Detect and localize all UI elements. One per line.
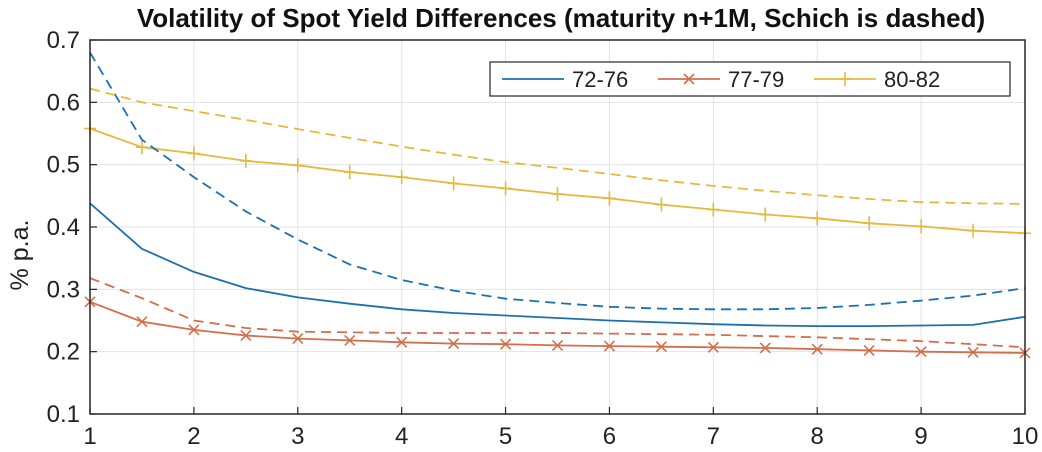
y-axis-label: % p.a.	[6, 220, 34, 291]
data-point-marker-77-79	[967, 346, 979, 358]
data-point-marker-80-82	[239, 153, 252, 168]
legend: 72-76 77-79 80-82	[489, 61, 1011, 97]
x-marker-stroke	[915, 346, 927, 358]
data-point-marker-80-82	[447, 176, 460, 191]
data-point-marker-77-79	[863, 344, 875, 356]
x-marker-stroke	[863, 344, 875, 356]
x-marker-stroke	[707, 341, 719, 353]
data-point-marker-77-79	[499, 338, 512, 350]
x-marker-stroke	[967, 346, 979, 358]
dashed-series-line-series-5	[89, 87, 1026, 205]
x-marker-stroke	[240, 329, 252, 342]
series-layer	[84, 52, 1031, 359]
x-marker-stroke	[811, 343, 823, 355]
legend-marker	[683, 73, 695, 85]
data-point-marker-77-79	[759, 342, 771, 354]
data-point-marker-80-82	[499, 181, 512, 196]
x-tick-label: 7	[707, 423, 720, 450]
y-tick-label: 0.7	[47, 27, 80, 54]
x-marker-stroke	[499, 338, 512, 350]
data-point-marker-77-79	[707, 341, 719, 353]
data-point-marker-80-82	[811, 211, 824, 226]
data-point-marker-80-82	[187, 146, 200, 161]
data-point-marker-80-82	[759, 207, 772, 222]
y-tick-label: 0.5	[47, 152, 80, 179]
series-line-72-76	[89, 202, 1026, 328]
data-point-marker-80-82	[135, 140, 148, 155]
data-point-marker-80-82	[863, 216, 876, 231]
data-point-marker-77-79	[915, 346, 927, 358]
x-marker-stroke	[448, 337, 460, 350]
legend-box	[489, 61, 1011, 97]
dashed-series-line-series-3	[89, 52, 1026, 311]
data-point-marker-77-79	[292, 333, 304, 345]
legend-label: 77-79	[728, 67, 784, 92]
y-tick-label: 0.4	[47, 214, 80, 241]
data-point-marker-77-79	[188, 324, 200, 336]
y-tick-label: 0.6	[47, 89, 80, 116]
data-point-marker-80-82	[551, 186, 564, 201]
x-tick-label: 4	[395, 423, 408, 450]
y-tick-label: 0.2	[47, 339, 80, 366]
data-point-marker-77-79	[344, 334, 356, 347]
x-marker-stroke	[603, 340, 616, 352]
x-marker-stroke	[551, 339, 564, 351]
data-point-marker-80-82	[707, 202, 720, 217]
chart-title: Volatility of Spot Yield Differences (ma…	[137, 3, 985, 33]
data-point-marker-80-82	[395, 170, 408, 185]
data-point-marker-80-82	[967, 223, 980, 238]
data-point-marker-77-79	[240, 329, 252, 342]
y-tick-label: 0.3	[47, 276, 80, 303]
data-point-marker-80-82	[655, 197, 668, 212]
x-tick-label: 10	[1012, 423, 1039, 450]
data-point-marker-77-79	[655, 341, 667, 353]
ticks: 1 2 3 4 5 6 7 8 9 10 0.1 0.2 0.3 0.4 0.5 0.6 0.7	[47, 27, 1039, 450]
legend-marker	[839, 72, 851, 86]
x-tick-label: 8	[811, 423, 824, 450]
legend-label: 80-82	[884, 67, 940, 92]
x-tick-label: 9	[914, 423, 927, 450]
x-marker-stroke	[292, 333, 304, 345]
data-point-marker-77-79	[551, 339, 564, 351]
x-tick-label: 3	[291, 423, 304, 450]
x-marker-stroke	[188, 324, 200, 336]
x-tick-label: 6	[603, 423, 616, 450]
dashed-series-line-series-4	[89, 277, 1026, 349]
x-marker-stroke	[396, 336, 408, 348]
data-point-marker-77-79	[811, 343, 823, 355]
x-tick-label: 5	[499, 423, 512, 450]
data-point-marker-77-79	[396, 336, 408, 348]
x-marker-stroke	[136, 316, 148, 328]
legend-label: 72-76	[572, 67, 628, 92]
x-marker-stroke	[655, 341, 667, 353]
data-point-marker-80-82	[915, 219, 928, 234]
x-marker-stroke	[683, 73, 695, 85]
data-point-marker-80-82	[291, 158, 304, 173]
x-marker-stroke	[344, 334, 356, 347]
data-point-marker-77-79	[448, 337, 460, 350]
data-point-marker-77-79	[603, 340, 616, 352]
data-point-marker-77-79	[136, 316, 148, 328]
data-point-marker-80-82	[603, 191, 616, 206]
x-tick-label: 1	[83, 423, 96, 450]
x-marker-stroke	[759, 342, 771, 354]
y-tick-label: 0.1	[47, 401, 80, 428]
x-tick-label: 2	[187, 423, 200, 450]
data-point-marker-80-82	[343, 165, 356, 180]
